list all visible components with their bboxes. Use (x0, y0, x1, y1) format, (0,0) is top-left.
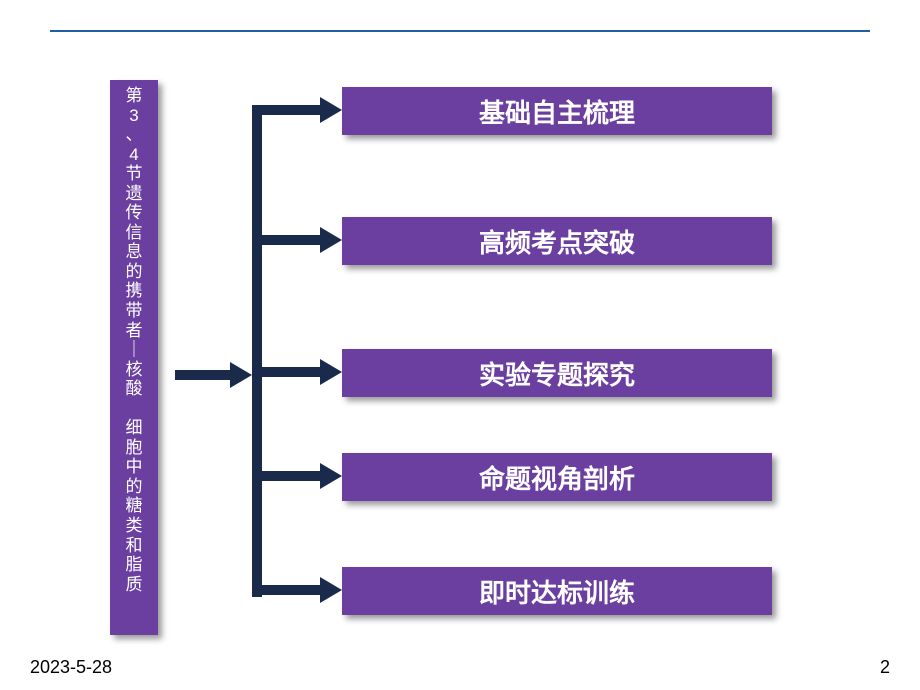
top-rule (50, 30, 870, 32)
branch-label: 基础自主梳理 (479, 93, 635, 130)
branch-connector-line (262, 585, 320, 595)
branch-connector-line (262, 235, 320, 245)
branch-box: 高频考点突破 (342, 217, 772, 265)
root-connector-line (175, 370, 230, 380)
root-connector-arrow (230, 362, 252, 388)
chapter-title-text: 第 3 、 4 节 遗 传 信 息 的 携 带 者 ｜ 核 酸 细 胞 中 的 … (126, 86, 143, 594)
slide-page: 第 3 、 4 节 遗 传 信 息 的 携 带 者 ｜ 核 酸 细 胞 中 的 … (0, 0, 920, 690)
branch-connector-line (262, 367, 320, 377)
branch-label: 高频考点突破 (479, 223, 635, 260)
branch-connector-arrow (320, 97, 342, 123)
vertical-trunk (252, 105, 262, 597)
branch-label: 即时达标训练 (479, 573, 635, 610)
branch-connector-arrow (320, 577, 342, 603)
branch-label: 命题视角剖析 (479, 459, 635, 496)
branch-connector-line (262, 105, 320, 115)
footer-date: 2023-5-28 (30, 657, 112, 678)
branch-box: 命题视角剖析 (342, 453, 772, 501)
branch-box: 即时达标训练 (342, 567, 772, 615)
branch-label: 实验专题探究 (479, 355, 635, 392)
branch-box: 基础自主梳理 (342, 87, 772, 135)
branch-box: 实验专题探究 (342, 349, 772, 397)
branch-connector-arrow (320, 359, 342, 385)
chapter-title-box: 第 3 、 4 节 遗 传 信 息 的 携 带 者 ｜ 核 酸 细 胞 中 的 … (110, 80, 158, 635)
branch-connector-arrow (320, 463, 342, 489)
footer-page-number: 2 (880, 657, 890, 678)
branch-connector-line (262, 471, 320, 481)
branch-connector-arrow (320, 227, 342, 253)
